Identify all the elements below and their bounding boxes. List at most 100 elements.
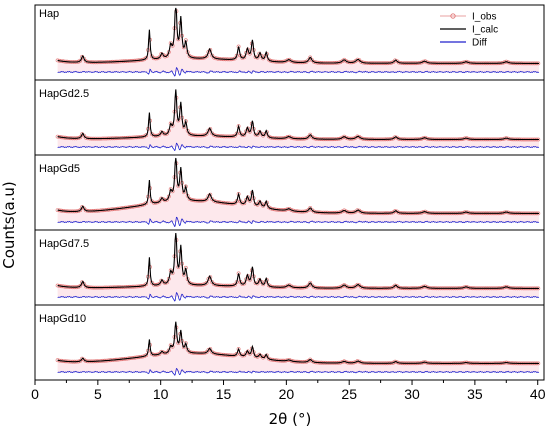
calc-line — [57, 321, 539, 364]
obs-point — [247, 277, 252, 282]
obs-point — [181, 345, 186, 350]
obs-point — [165, 280, 169, 285]
panel-2: HapGd5 — [34, 154, 545, 231]
obs-point — [181, 272, 186, 277]
obs-point — [310, 359, 315, 363]
obs-point — [242, 281, 247, 286]
diff-line — [57, 67, 540, 77]
obs-point — [308, 55, 313, 60]
obs-point — [78, 58, 83, 63]
obs-fill — [57, 321, 539, 372]
obs-point — [161, 197, 166, 202]
x-tick-label: 30 — [404, 386, 420, 402]
obs-point — [187, 54, 192, 58]
obs-point — [236, 347, 241, 351]
obs-series — [55, 238, 541, 291]
x-tick-label: 35 — [467, 386, 483, 402]
obs-point — [166, 348, 171, 353]
panel-label: Hap — [39, 8, 59, 20]
panels-group: Hap HapGd2.5 HapGd5 HapGd7.5 HapGd10 — [34, 4, 545, 381]
obs-point — [261, 282, 266, 287]
obs-point — [157, 55, 162, 60]
diff-line — [57, 142, 540, 151]
obs-point — [306, 58, 311, 63]
obs-point — [170, 344, 175, 349]
obs-point — [157, 132, 162, 137]
obs-series — [55, 325, 541, 366]
obs-point — [181, 45, 186, 50]
obs-point — [247, 351, 252, 356]
obs-point — [204, 197, 209, 202]
obs-fill — [57, 8, 539, 72]
obs-point — [84, 59, 88, 64]
obs-point — [232, 56, 237, 61]
obs-point — [342, 134, 347, 139]
calc-line — [57, 89, 539, 141]
obs-point — [206, 348, 211, 352]
obs-point — [342, 283, 347, 287]
obs-point — [157, 351, 162, 356]
calc-line — [57, 7, 539, 64]
obs-point — [157, 281, 162, 286]
legend-entry-1: I_calc — [440, 25, 498, 36]
obs-point — [340, 284, 345, 289]
obs-point — [78, 135, 83, 140]
obs-point — [344, 135, 349, 140]
obs-point — [144, 201, 149, 206]
legend-entry-2: Diff — [440, 38, 487, 49]
obs-point — [84, 284, 88, 289]
obs-point — [242, 55, 247, 60]
obs-point — [306, 283, 311, 288]
obs-fill — [57, 158, 539, 222]
panel-4: HapGd10 — [34, 304, 545, 381]
calc-line — [57, 232, 539, 289]
x-tick-label: 15 — [216, 386, 232, 402]
y-axis-title: Counts(a.u) — [0, 181, 18, 269]
panel-3: HapGd7.5 — [34, 229, 545, 306]
diff-line — [57, 292, 540, 302]
legend-label: I_calc — [472, 25, 498, 36]
legend-label: Diff — [472, 38, 487, 49]
x-tick-label: 10 — [153, 386, 169, 402]
obs-point — [210, 53, 215, 58]
obs-point — [210, 350, 215, 355]
obs-point — [342, 57, 347, 62]
panel-label: HapGd10 — [39, 313, 86, 325]
obs-point — [82, 133, 86, 138]
obs-point — [263, 354, 267, 359]
obs-point — [144, 56, 149, 60]
obs-point — [204, 280, 209, 285]
obs-point — [181, 125, 186, 129]
obs-point — [234, 351, 239, 356]
obs-point — [82, 206, 86, 211]
x-axis-title: 2θ (°) — [269, 410, 312, 428]
x-tick-label: 20 — [279, 386, 295, 402]
obs-point — [340, 135, 345, 140]
obs-point — [78, 208, 83, 213]
x-tick-label: 25 — [341, 386, 357, 402]
x-tick-label: 0 — [31, 386, 39, 402]
obs-point — [266, 356, 271, 361]
obs-point — [232, 282, 237, 287]
obs-point — [253, 55, 258, 60]
obs-point — [187, 280, 192, 285]
obs-fill — [57, 89, 539, 147]
obs-point — [308, 280, 313, 285]
x-tick-label: 5 — [94, 386, 102, 402]
obs-fill — [57, 233, 539, 297]
obs-point — [144, 133, 149, 138]
obs-point — [308, 205, 313, 210]
legend-label: I_obs — [472, 12, 496, 23]
obs-point — [210, 280, 215, 285]
calc-line — [57, 157, 539, 214]
obs-point — [149, 351, 154, 356]
diff-line — [57, 367, 540, 376]
obs-point — [212, 133, 217, 137]
obs-point — [144, 282, 149, 287]
obs-point — [289, 284, 294, 289]
obs-point — [187, 196, 192, 201]
obs-point — [253, 202, 258, 207]
obs-point — [359, 284, 364, 289]
obs-point — [78, 283, 83, 288]
legend-marker — [450, 13, 456, 19]
